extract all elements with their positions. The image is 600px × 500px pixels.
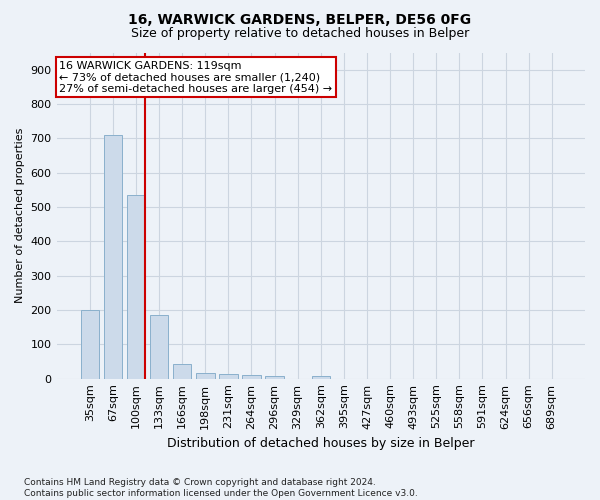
Y-axis label: Number of detached properties: Number of detached properties xyxy=(15,128,25,304)
Bar xyxy=(80,310,99,378)
Bar xyxy=(265,376,284,378)
Bar xyxy=(196,373,215,378)
Bar xyxy=(173,364,191,378)
Bar xyxy=(127,195,145,378)
Bar xyxy=(311,376,330,378)
Text: Contains HM Land Registry data © Crown copyright and database right 2024.
Contai: Contains HM Land Registry data © Crown c… xyxy=(24,478,418,498)
Bar xyxy=(104,135,122,378)
Bar xyxy=(219,374,238,378)
Text: 16, WARWICK GARDENS, BELPER, DE56 0FG: 16, WARWICK GARDENS, BELPER, DE56 0FG xyxy=(128,12,472,26)
X-axis label: Distribution of detached houses by size in Belper: Distribution of detached houses by size … xyxy=(167,437,475,450)
Bar xyxy=(150,315,169,378)
Text: Size of property relative to detached houses in Belper: Size of property relative to detached ho… xyxy=(131,28,469,40)
Bar xyxy=(242,375,261,378)
Text: 16 WARWICK GARDENS: 119sqm
← 73% of detached houses are smaller (1,240)
27% of s: 16 WARWICK GARDENS: 119sqm ← 73% of deta… xyxy=(59,60,332,94)
